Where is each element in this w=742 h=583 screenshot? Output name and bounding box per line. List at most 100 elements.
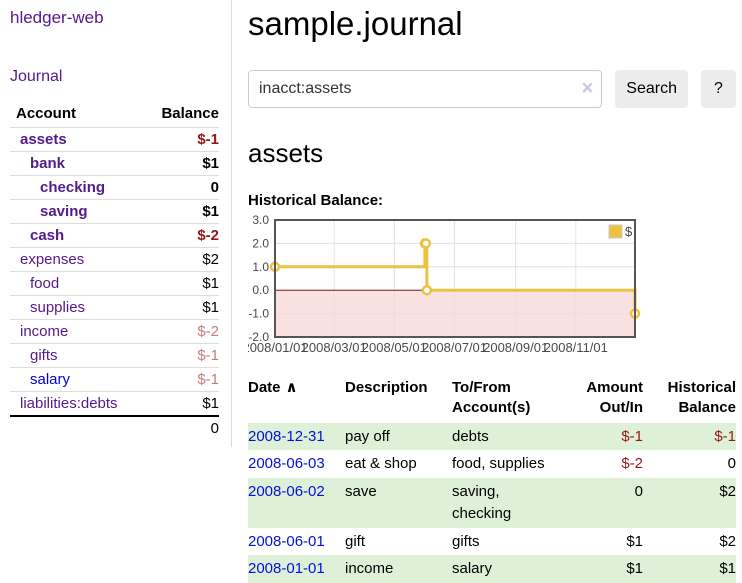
sidebar-account-balance: $1 — [141, 199, 219, 224]
accounts-header-row: Account Balance — [10, 102, 219, 128]
transaction-date-link[interactable]: 2008-12-31 — [248, 427, 325, 445]
transaction-amount: $-2 — [621, 455, 643, 473]
transaction-date-link[interactable]: 2008-06-03 — [248, 455, 325, 473]
sidebar-account-balance: $2 — [141, 247, 219, 272]
transaction-date-link[interactable]: 2008-06-01 — [248, 532, 325, 550]
chart-title: Historical Balance: — [248, 192, 384, 209]
sidebar-account-balance: $1 — [141, 391, 219, 416]
sidebar-account-balance: $1 — [141, 151, 219, 176]
svg-text:3.0: 3.0 — [252, 214, 269, 227]
transaction-amount: $-1 — [567, 422, 643, 451]
transaction-date-link[interactable]: 2008-01-01 — [248, 560, 325, 578]
transaction-description: income — [345, 555, 452, 583]
sidebar-account-balance: $1 — [141, 271, 219, 296]
transaction-accounts: food, supplies — [452, 455, 545, 473]
search-button[interactable]: Search — [615, 70, 688, 108]
transaction-description: pay off — [345, 422, 452, 451]
sidebar-account-row: saving $1 — [10, 199, 219, 224]
help-button[interactable]: ? — [701, 70, 736, 108]
sidebar-account-link[interactable]: cash — [30, 227, 65, 244]
main-content: sample.journal × Search ? assets Histori… — [248, 0, 736, 583]
svg-text:2008/01/01: 2008/01/01 — [248, 340, 308, 355]
account-heading: assets — [248, 138, 324, 168]
sidebar-account-link[interactable]: saving — [40, 203, 88, 220]
legend-swatch — [608, 224, 623, 239]
accounts-table: Account Balance assets $-1 bank $1 checking 0… — [10, 102, 219, 440]
sidebar-account-balance: $-1 — [141, 343, 219, 368]
svg-text:2.0: 2.0 — [252, 236, 269, 250]
transaction-accounts: debts — [452, 422, 567, 451]
sidebar-account-balance: $1 — [141, 295, 219, 320]
register-table: Date ∧ Description To/From Account(s) Amo… — [248, 376, 736, 583]
brand-link[interactable]: hledger-web — [10, 8, 104, 27]
sidebar-account-row: income $-2 — [10, 319, 219, 344]
svg-text:2008/03/01: 2008/03/01 — [302, 340, 367, 355]
sidebar-account-link[interactable]: income — [20, 323, 69, 340]
accounts-header-balance: Balance — [161, 105, 219, 122]
register-row[interactable]: 2008-06-01 gift gifts $1 $2 — [248, 528, 736, 556]
nav-journal-link[interactable]: Journal — [10, 68, 63, 85]
sidebar-account-link[interactable]: checking — [40, 179, 106, 196]
sidebar-total-row: 0 — [10, 415, 219, 440]
transaction-accounts: saving, checking — [452, 478, 567, 528]
transaction-balance: $1 — [643, 555, 736, 583]
register-row[interactable]: 2008-06-03 eat & shop food, supplies $-2 0 — [248, 450, 736, 478]
transaction-accounts: gifts — [452, 532, 480, 550]
sidebar-account-row: gifts $-1 — [10, 343, 219, 368]
svg-text:2008/09/01: 2008/09/01 — [483, 340, 548, 355]
svg-text:2008/11/01: 2008/11/01 — [544, 340, 608, 355]
legend-label: $ — [625, 224, 633, 239]
sidebar-account-row: bank $1 — [10, 151, 219, 176]
search-box: × — [248, 70, 603, 108]
sidebar-account-link[interactable]: salary — [30, 371, 71, 388]
transaction-date-link[interactable]: 2008-06-02 — [248, 483, 325, 500]
transaction-balance: 0 — [727, 455, 736, 473]
search-form: × Search ? — [248, 70, 736, 108]
sidebar-account-balance: $-2 — [141, 319, 219, 344]
svg-text:-1.0: -1.0 — [248, 307, 269, 321]
register-row[interactable]: 2008-06-02 save saving, checking 0 $2 — [248, 478, 736, 528]
sidebar-account-row: assets $-1 — [10, 127, 219, 152]
register-header-balance: Historical Balance — [667, 379, 736, 417]
register-header-date[interactable]: Date ∧ — [248, 379, 298, 396]
sidebar-account-balance: $-1 — [141, 367, 219, 392]
clear-search-icon[interactable]: × — [581, 77, 594, 100]
transaction-balance: $2 — [643, 478, 736, 528]
register-row[interactable]: 2008-01-01 income salary $1 $1 — [248, 555, 736, 583]
transaction-description: gift — [345, 532, 366, 550]
sidebar-account-link[interactable]: gifts — [30, 347, 58, 364]
search-input[interactable] — [248, 70, 603, 108]
transaction-accounts: salary — [452, 555, 567, 583]
sidebar-account-balance: $-2 — [141, 223, 219, 248]
accounts-header-account: Account — [16, 105, 76, 122]
register-header-description: Description — [345, 379, 428, 396]
transaction-amount: $1 — [626, 532, 643, 550]
register-header-amount: Amount Out/In — [586, 379, 643, 417]
register-row[interactable]: 2008-12-31 pay off debts $-1 $-1 — [248, 422, 736, 451]
page-title: sample.journal — [248, 5, 463, 42]
sidebar-account-link[interactable]: assets — [20, 131, 67, 148]
transaction-balance: $-1 — [643, 422, 736, 451]
sidebar-nav: Journal — [10, 68, 219, 86]
sidebar-account-row: salary $-1 — [10, 367, 219, 392]
transaction-amount: $1 — [567, 555, 643, 583]
register-header-row: Date ∧ Description To/From Account(s) Amo… — [248, 376, 736, 423]
svg-text:2008/05/01: 2008/05/01 — [362, 340, 427, 355]
sidebar-account-link[interactable]: liabilities:debts — [20, 395, 118, 412]
sidebar-account-link[interactable]: food — [30, 275, 60, 292]
svg-text:-2.0: -2.0 — [248, 330, 269, 344]
sidebar: hledger-web Journal Account Balance asse… — [0, 0, 232, 447]
sidebar-account-row: food $1 — [10, 271, 219, 296]
sort-ascending-icon: ∧ — [285, 379, 298, 396]
svg-text:2008/07/01: 2008/07/01 — [422, 340, 487, 355]
sidebar-account-link[interactable]: supplies — [30, 299, 86, 316]
transaction-description: save — [345, 478, 452, 528]
sidebar-account-link[interactable]: expenses — [20, 251, 85, 268]
sidebar-account-link[interactable]: bank — [30, 155, 66, 172]
transaction-description: eat & shop — [345, 455, 417, 473]
svg-text:0.0: 0.0 — [252, 283, 269, 297]
sidebar-account-balance: 0 — [141, 175, 219, 200]
sidebar-account-row: cash $-2 — [10, 223, 219, 248]
register-header-accounts: To/From Account(s) — [452, 379, 531, 417]
